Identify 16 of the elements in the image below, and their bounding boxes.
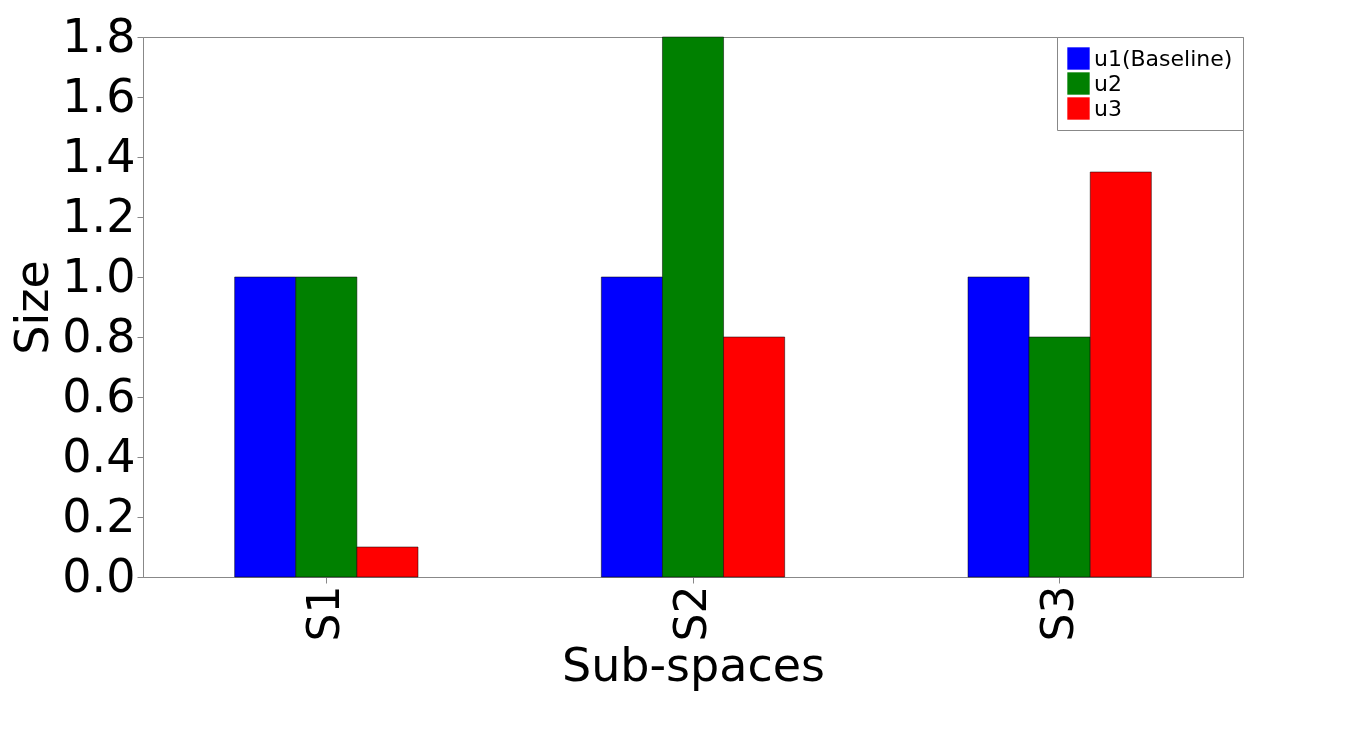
y-tick-label: 1.8 — [62, 8, 136, 63]
y-axis-title: Size — [5, 260, 60, 355]
legend-label: u2 — [1094, 70, 1122, 96]
y-tick-label: 1.2 — [62, 188, 136, 243]
legend-label: u3 — [1094, 95, 1122, 121]
y-tick-label: 1.4 — [62, 128, 136, 183]
y-tick-label: 1.0 — [62, 248, 136, 303]
y-tick-label: 1.6 — [62, 68, 136, 123]
y-tick-label: 0.8 — [62, 308, 136, 363]
y-tick-label: 0.4 — [62, 428, 136, 483]
x-tick-label: S3 — [1031, 585, 1083, 642]
legend-label: u1(Baseline) — [1094, 45, 1233, 71]
y-tick-label: 0.6 — [62, 368, 136, 423]
y-tick-label: 0.2 — [62, 488, 136, 543]
y-tick-label: 0.0 — [62, 548, 136, 603]
x-tick-label: S1 — [298, 585, 350, 642]
